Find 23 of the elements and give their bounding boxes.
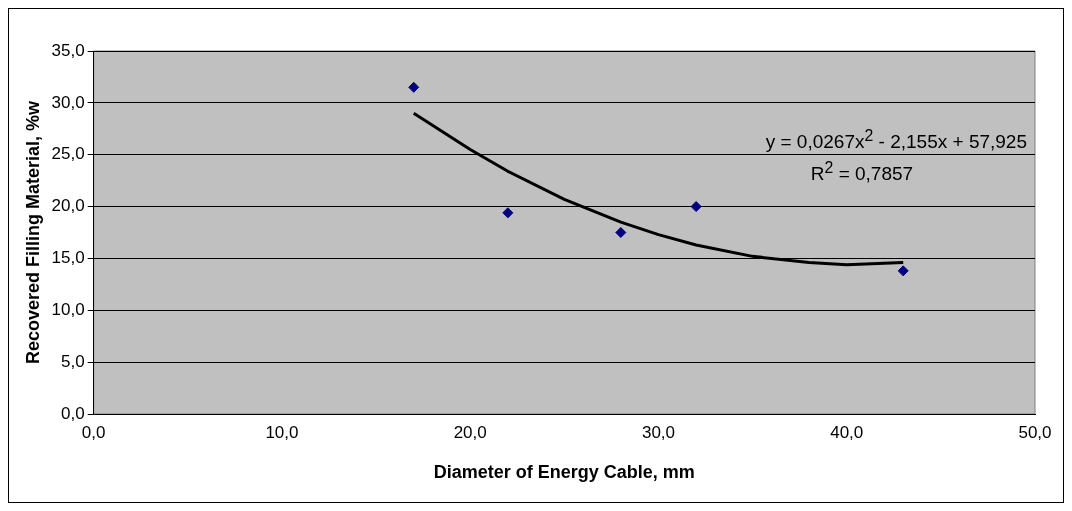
y-tick-label: 30,0 — [51, 92, 85, 112]
x-tick-label: 30,0 — [641, 422, 676, 442]
y-tick-label: 35,0 — [51, 40, 85, 60]
x-tick-label: 0,0 — [81, 422, 106, 442]
annotation: R$^{2}$ = 0,7857 — [809, 159, 915, 186]
x-tick-label: 10,0 — [265, 422, 299, 442]
y-tick-label: 25,0 — [51, 144, 85, 164]
annotation: y = 0,0267x$^{2}$ - 2,155x + 57,925 — [764, 127, 1027, 154]
point — [897, 265, 909, 277]
x-axis-title: Diameter of Energy Cable, mm — [433, 462, 695, 483]
y-tick-label: 5,0 — [61, 351, 85, 371]
y-axis-title: Recovered Filling Material, %w — [22, 99, 43, 365]
y-tick-label: 10,0 — [51, 299, 85, 319]
point — [615, 227, 627, 238]
y-tick-label: 20,0 — [51, 196, 85, 216]
point — [502, 207, 514, 219]
x-tick-label: 50,0 — [1018, 422, 1052, 442]
point — [690, 201, 702, 213]
y-tick-label: 0,0 — [61, 403, 85, 423]
x-tick-label: 20,0 — [453, 422, 487, 442]
point — [408, 81, 420, 93]
x-tick-label: 40,0 — [830, 422, 864, 442]
y-tick-label: 15,0 — [51, 248, 85, 268]
